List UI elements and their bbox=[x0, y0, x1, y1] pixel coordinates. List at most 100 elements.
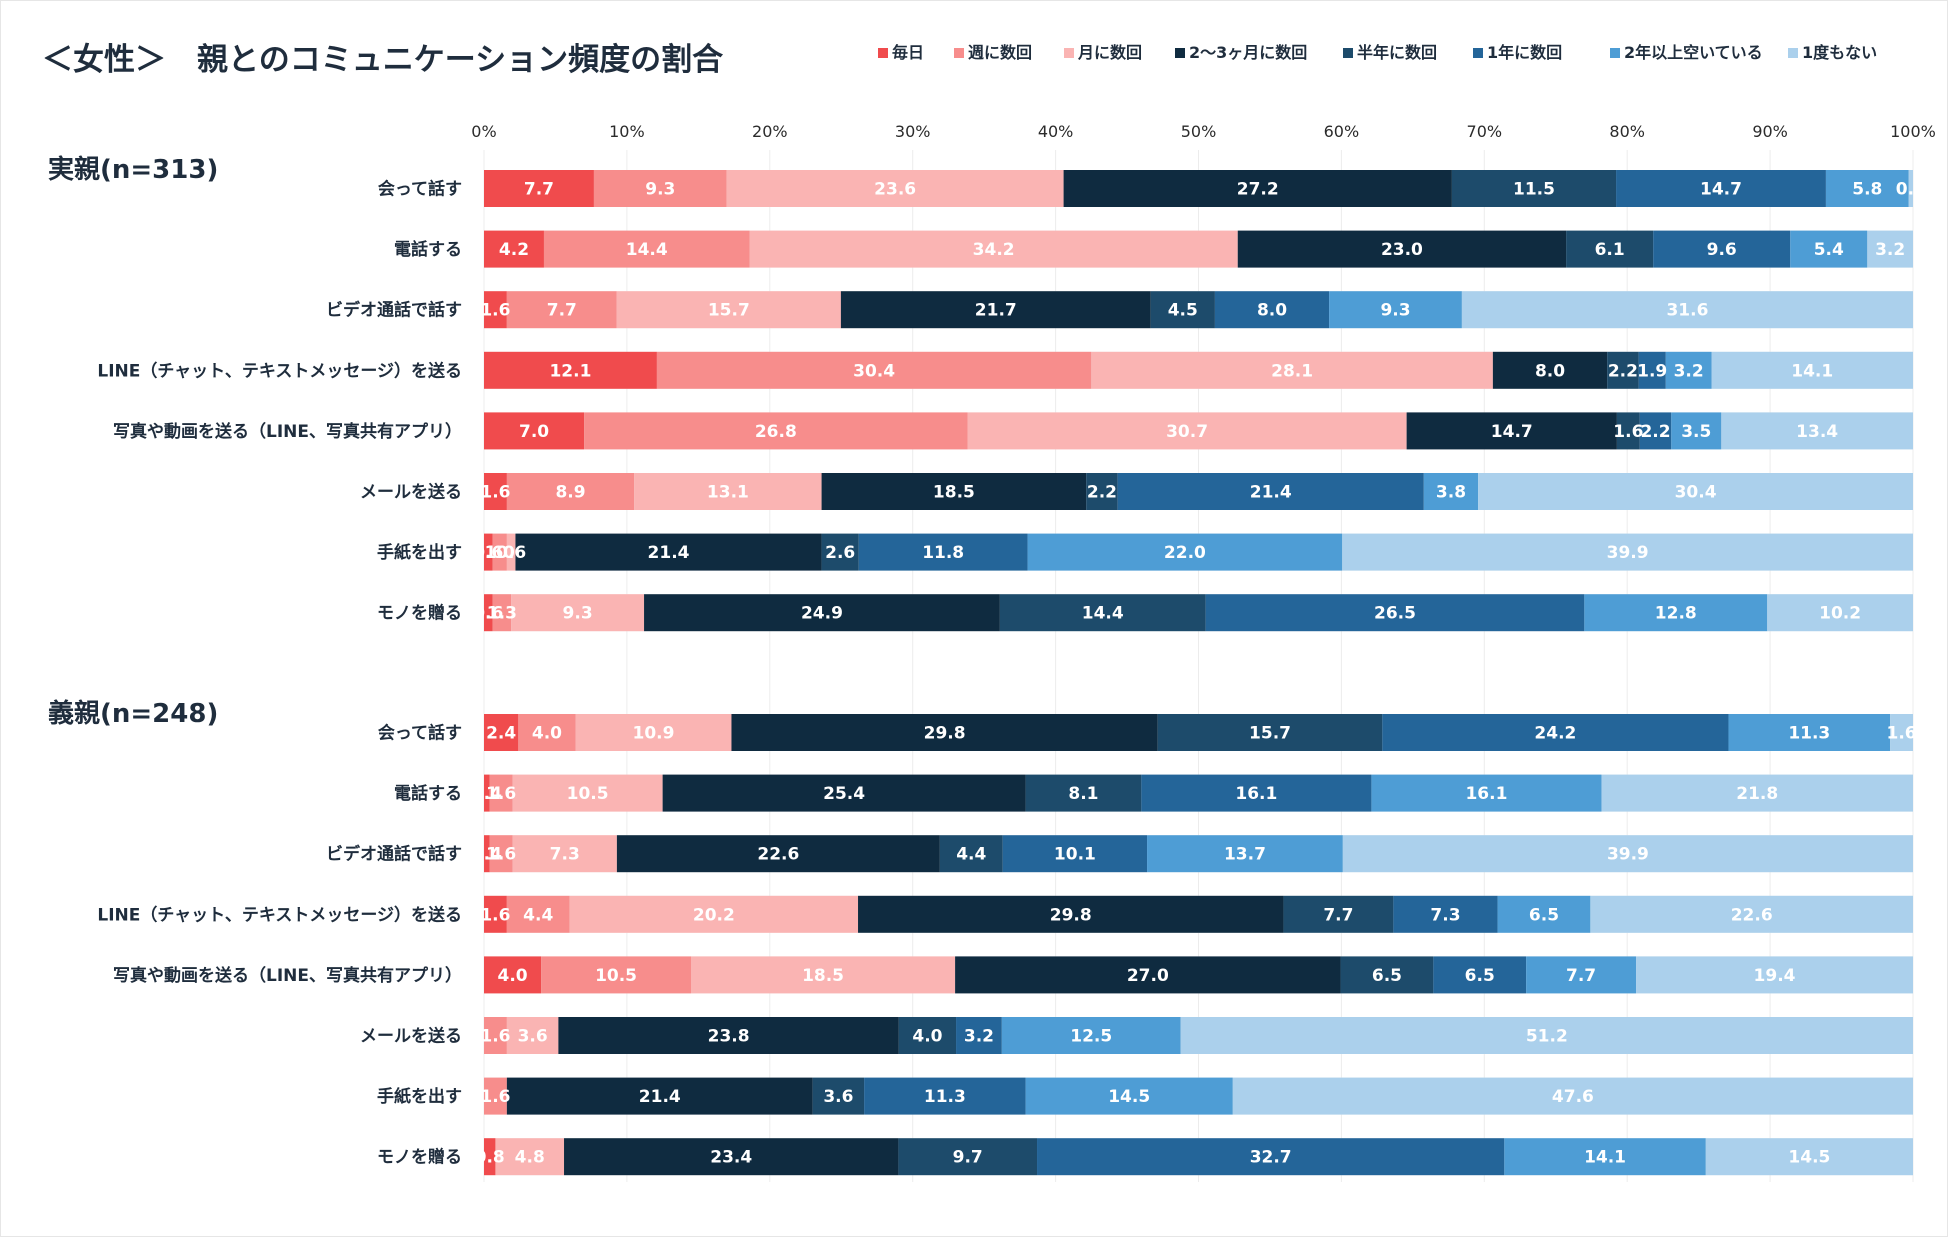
data-label: 23.4 bbox=[710, 1148, 752, 1168]
category-label: 手紙を出す bbox=[377, 1086, 462, 1107]
bar-segment bbox=[484, 956, 542, 994]
data-label: 0.6 bbox=[473, 543, 503, 563]
data-label: 9.7 bbox=[953, 1148, 983, 1168]
data-label: 3.6 bbox=[823, 1087, 853, 1107]
bar-segment bbox=[1497, 895, 1591, 933]
data-label: 14.4 bbox=[1082, 604, 1124, 624]
data-label: 23.0 bbox=[1381, 240, 1423, 260]
bar-segment bbox=[955, 956, 1341, 994]
bar-segment bbox=[1607, 351, 1639, 389]
bar-segment bbox=[495, 1138, 565, 1176]
bar-segment bbox=[1721, 412, 1913, 450]
bar-segment bbox=[484, 594, 493, 632]
bars bbox=[484, 170, 1913, 1176]
bar-segment bbox=[484, 533, 493, 571]
category-label: ビデオ通話で話す bbox=[326, 300, 462, 321]
data-label: 9.3 bbox=[1380, 301, 1410, 321]
x-tick-label: 10% bbox=[609, 122, 645, 141]
bar-segment bbox=[749, 230, 1238, 268]
bar-segment bbox=[1671, 412, 1722, 450]
data-label: 3.2 bbox=[1875, 240, 1905, 260]
bar-segment bbox=[484, 230, 544, 268]
labels: ＜女性＞ 親とのコミュニケーション頻度の割合 0% 10% 20% 30% 40% 50% 6… bbox=[42, 42, 1936, 1168]
legend-swatch bbox=[1473, 48, 1483, 58]
data-label: 9.3 bbox=[645, 180, 675, 200]
data-label: 12.1 bbox=[549, 361, 591, 381]
bar-segment bbox=[1790, 230, 1868, 268]
bar-segment bbox=[1638, 351, 1666, 389]
category-label: メールを送る bbox=[360, 1026, 462, 1047]
data-label: 16.1 bbox=[1235, 784, 1277, 804]
data-label: 23.6 bbox=[874, 180, 916, 200]
bar-segment bbox=[1451, 170, 1617, 207]
data-label: 1.6 bbox=[480, 1027, 510, 1047]
data-label: 7.7 bbox=[524, 180, 554, 200]
bar-segment bbox=[1908, 170, 1913, 207]
bar-segment bbox=[656, 351, 1092, 389]
legend-label: 2年以上空いている bbox=[1624, 43, 1763, 62]
data-label: 8.0 bbox=[1535, 361, 1565, 381]
data-label: 21.7 bbox=[975, 301, 1017, 321]
legend-swatch bbox=[954, 48, 964, 58]
data-label: 14.5 bbox=[1108, 1087, 1150, 1107]
data-label: 30.4 bbox=[1675, 483, 1717, 503]
bar-segment bbox=[506, 291, 617, 329]
category-label: 写真や動画を送る（LINE、写真共有アプリ） bbox=[113, 421, 462, 442]
bar-segment bbox=[1382, 714, 1729, 751]
bar-segment bbox=[1214, 291, 1330, 329]
data-label: 1.6 bbox=[480, 301, 510, 321]
bar-segment bbox=[484, 714, 519, 751]
bar-segment bbox=[1825, 170, 1909, 207]
category-label: 手紙を出す bbox=[377, 542, 462, 563]
bar-segment bbox=[484, 351, 657, 389]
bar-segment bbox=[731, 714, 1158, 751]
bar-segment bbox=[1025, 1077, 1233, 1115]
x-tick-label: 60% bbox=[1324, 122, 1360, 141]
data-label: 4.4 bbox=[523, 905, 553, 925]
data-label: 3.6 bbox=[518, 1027, 548, 1047]
bar-segment bbox=[1037, 1138, 1505, 1176]
bar-segment bbox=[484, 291, 507, 329]
category-label: モノを贈る bbox=[377, 603, 462, 624]
data-label: 24.2 bbox=[1534, 724, 1576, 744]
bar-segment bbox=[864, 1077, 1026, 1115]
data-label: 3.2 bbox=[1674, 361, 1704, 381]
bar-segment bbox=[1616, 412, 1640, 450]
x-tick-label: 0% bbox=[471, 122, 496, 141]
bar-segment bbox=[506, 1017, 559, 1054]
data-label: 4.8 bbox=[515, 1148, 545, 1168]
data-label: 19.4 bbox=[1754, 966, 1796, 986]
category-label: ビデオ通話で話す bbox=[326, 844, 462, 865]
bar-segment bbox=[484, 1077, 507, 1115]
bar-segment bbox=[484, 774, 490, 812]
bar-segment bbox=[484, 412, 585, 450]
data-label: 4.2 bbox=[499, 240, 529, 260]
data-label: 18.5 bbox=[802, 966, 844, 986]
data-label: 15.7 bbox=[1249, 724, 1291, 744]
bar-segment bbox=[484, 1017, 507, 1054]
x-tick-label: 80% bbox=[1609, 122, 1645, 141]
data-label: 6.5 bbox=[1372, 966, 1402, 986]
data-label: 31.6 bbox=[1666, 301, 1708, 321]
bar-segment bbox=[558, 1017, 899, 1054]
bar-segment bbox=[1342, 835, 1913, 873]
data-label: 26.8 bbox=[755, 422, 797, 442]
bar-segment bbox=[506, 895, 570, 933]
bar-segment bbox=[1150, 291, 1215, 329]
bar-segment bbox=[821, 473, 1087, 510]
bar-segment bbox=[484, 170, 594, 207]
data-label: 10.1 bbox=[1054, 845, 1096, 865]
bar-segment bbox=[1478, 473, 1913, 510]
bar-segment bbox=[1147, 835, 1343, 873]
legend-swatch bbox=[1175, 48, 1185, 58]
data-label: 11.8 bbox=[922, 543, 964, 563]
data-label: 22.6 bbox=[757, 845, 799, 865]
bar-segment bbox=[518, 714, 576, 751]
bar-segment bbox=[1180, 1017, 1913, 1054]
data-label: 26.5 bbox=[1374, 604, 1416, 624]
data-label: 6.5 bbox=[1529, 905, 1559, 925]
bar-segment bbox=[898, 1138, 1038, 1176]
data-label: 14.7 bbox=[1491, 422, 1533, 442]
bar-segment bbox=[616, 291, 841, 329]
